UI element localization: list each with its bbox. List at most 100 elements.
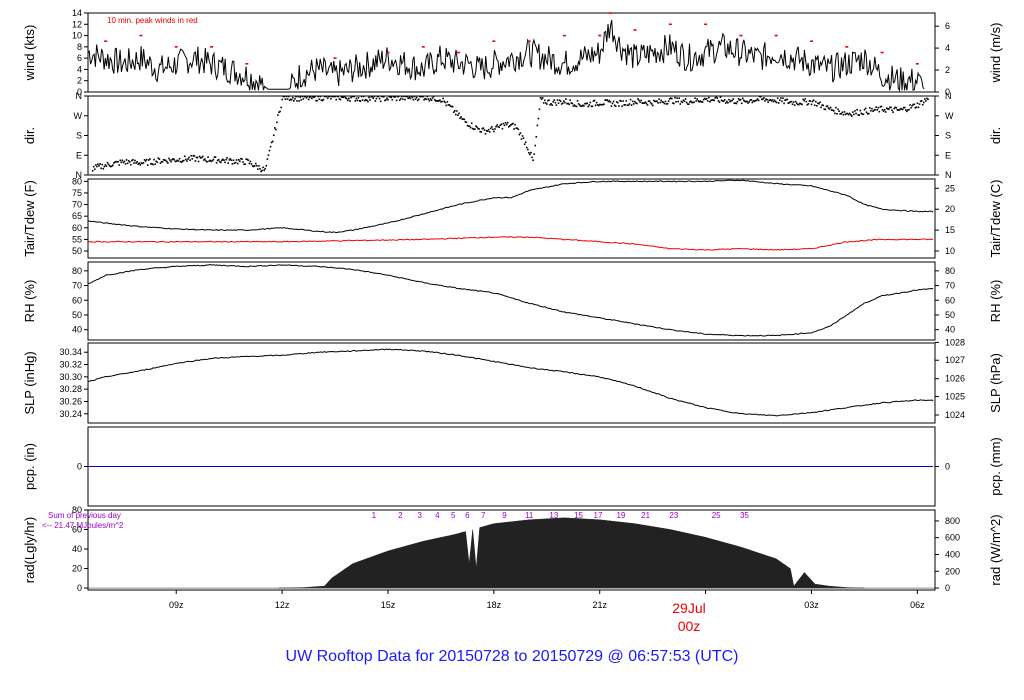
wind-direction-point bbox=[816, 105, 818, 107]
wind-peak-note: 10 min. peak winds in red bbox=[107, 16, 198, 25]
tick-label-temp-right: 15 bbox=[945, 225, 955, 235]
wind-direction-point bbox=[196, 156, 199, 159]
wind-direction-point bbox=[567, 102, 569, 105]
wind-direction-point bbox=[331, 95, 333, 98]
wind-direction-point bbox=[353, 95, 355, 98]
wind-direction-point bbox=[709, 100, 711, 103]
wind-direction-point bbox=[556, 99, 559, 101]
wind-direction-point bbox=[520, 138, 523, 140]
wind-direction-point bbox=[338, 98, 341, 100]
wind-direction-point bbox=[335, 98, 337, 101]
wind-direction-point bbox=[293, 99, 295, 102]
axis-label-wind-right: wind (m/s) bbox=[988, 23, 1003, 84]
wind-direction-point bbox=[467, 125, 470, 127]
wind-direction-point bbox=[819, 101, 821, 104]
radiation-hour-label: 25 bbox=[712, 511, 721, 520]
wind-direction-point bbox=[548, 99, 550, 101]
wind-direction-point bbox=[437, 100, 439, 102]
wind-direction-point bbox=[692, 101, 694, 104]
wind-direction-point bbox=[283, 95, 286, 98]
wind-direction-point bbox=[784, 99, 786, 101]
wind-direction-point bbox=[352, 95, 354, 98]
wind-direction-point bbox=[199, 157, 202, 159]
wind-direction-point bbox=[255, 164, 258, 167]
panel-frame-slp bbox=[87, 342, 936, 424]
wind-direction-point bbox=[369, 99, 371, 101]
wind-direction-point bbox=[860, 112, 863, 115]
wind-direction-point bbox=[244, 163, 246, 165]
wind-direction-point bbox=[855, 112, 857, 115]
wind-direction-point bbox=[851, 115, 853, 117]
tick-label-temp-left: 50 bbox=[72, 246, 82, 256]
tick-label-rh-left: 50 bbox=[72, 310, 82, 320]
wind-direction-point bbox=[285, 95, 288, 98]
wind-direction-point bbox=[655, 100, 657, 103]
wind-direction-point bbox=[294, 98, 296, 100]
wind-direction-point bbox=[532, 159, 534, 162]
panel-frame-wind bbox=[87, 12, 936, 93]
axis-label-rad-left: rad(Lgly/hr) bbox=[22, 517, 37, 583]
wind-direction-point bbox=[458, 112, 460, 115]
wind-direction-point bbox=[147, 159, 150, 161]
wind-direction-point bbox=[636, 102, 638, 105]
wind-direction-point bbox=[154, 163, 156, 165]
wind-direction-point bbox=[665, 103, 668, 105]
wind-direction-point bbox=[345, 97, 348, 100]
wind-direction-point bbox=[322, 98, 325, 101]
wind-direction-point bbox=[809, 100, 812, 102]
tick-label-rad-left: 40 bbox=[72, 544, 82, 554]
wind-direction-point bbox=[233, 162, 236, 165]
wind-direction-point bbox=[114, 161, 116, 164]
wind-peak-mark bbox=[457, 51, 461, 54]
wind-direction-point bbox=[678, 97, 681, 100]
wind-direction-point bbox=[486, 130, 489, 132]
wind-direction-point bbox=[439, 99, 441, 102]
wind-direction-point bbox=[150, 162, 152, 165]
wind-direction-point bbox=[813, 104, 816, 107]
wind-direction-point bbox=[468, 125, 471, 128]
wind-direction-point bbox=[614, 105, 617, 107]
wind-direction-point bbox=[175, 160, 178, 163]
wind-direction-point bbox=[122, 161, 125, 164]
wind-direction-point bbox=[419, 95, 421, 98]
wind-direction-point bbox=[461, 118, 463, 120]
wind-direction-point bbox=[456, 110, 458, 112]
wind-direction-point bbox=[102, 167, 105, 170]
wind-direction-point bbox=[470, 122, 473, 125]
wind-direction-point bbox=[856, 108, 858, 111]
tick-label-rh-right: 60 bbox=[945, 295, 955, 305]
wind-direction-point bbox=[849, 114, 852, 116]
wind-direction-point bbox=[431, 97, 434, 99]
tick-label-rad-right: 0 bbox=[945, 583, 950, 593]
wind-direction-point bbox=[207, 156, 209, 158]
wind-direction-point bbox=[770, 100, 773, 102]
radiation-hour-label: 6 bbox=[465, 511, 470, 520]
wind-direction-point bbox=[653, 99, 655, 102]
wind-direction-point bbox=[289, 98, 292, 101]
wind-direction-point bbox=[647, 100, 650, 103]
tick-label-wind-left: 6 bbox=[77, 53, 82, 63]
tick-label-rad-right: 200 bbox=[945, 566, 960, 576]
wind-direction-point bbox=[710, 99, 712, 102]
tick-label-rh-right: 40 bbox=[945, 325, 955, 335]
wind-direction-point bbox=[698, 101, 701, 103]
wind-direction-point bbox=[174, 160, 177, 163]
wind-direction-point bbox=[583, 105, 585, 107]
wind-direction-point bbox=[854, 110, 856, 112]
axis-label-temp-left: Tair/Tdew (F) bbox=[22, 180, 37, 257]
wind-direction-point bbox=[721, 100, 724, 102]
wind-direction-point bbox=[343, 95, 346, 98]
wind-direction-point bbox=[356, 99, 359, 102]
wind-direction-point bbox=[534, 144, 537, 147]
wind-direction-point bbox=[867, 112, 870, 115]
wind-direction-point bbox=[326, 97, 329, 100]
axis-label-rad-right: rad (W/m^2) bbox=[988, 514, 1003, 585]
wind-direction-point bbox=[725, 102, 727, 104]
wind-direction-point bbox=[226, 157, 228, 159]
wind-direction-point bbox=[312, 95, 314, 98]
wind-direction-point bbox=[205, 160, 207, 162]
wind-direction-point bbox=[879, 106, 882, 108]
tick-label-temp-left: 60 bbox=[72, 223, 82, 233]
wind-peak-mark bbox=[527, 40, 531, 43]
tick-label-wind-right: 0 bbox=[945, 87, 950, 97]
